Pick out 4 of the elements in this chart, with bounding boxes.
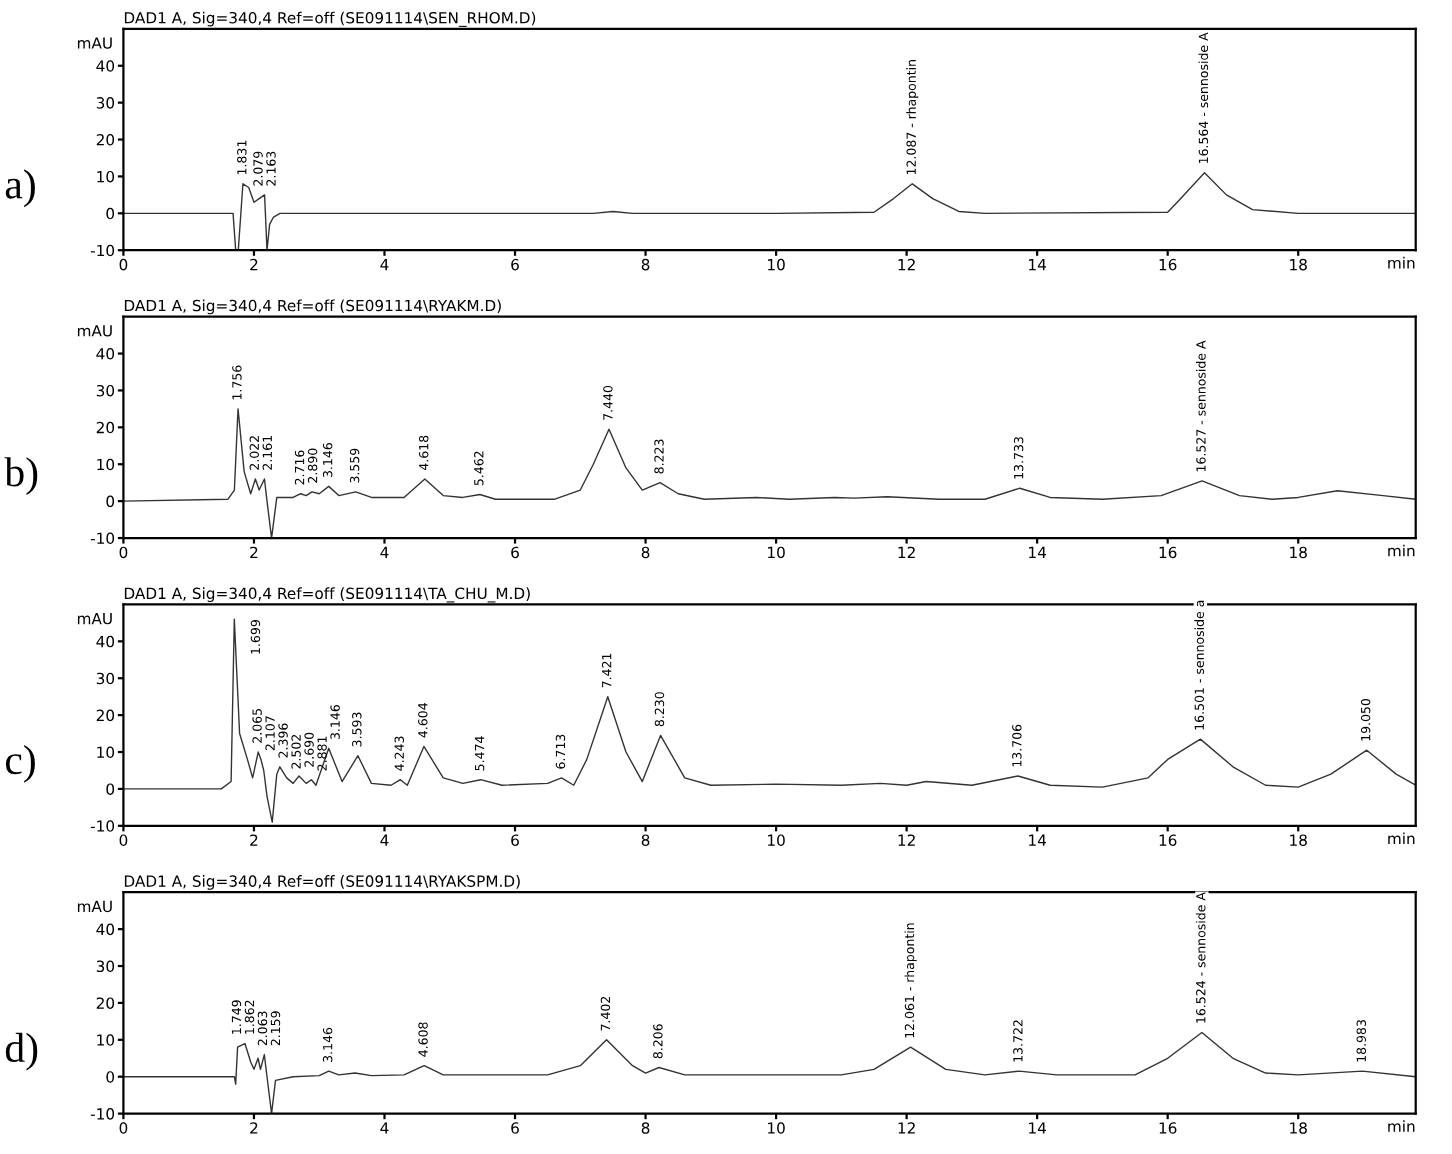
text: a) <box>5 169 35 208</box>
text: d) <box>5 1032 38 1071</box>
text: b) <box>4 457 38 495</box>
text: c) <box>5 744 35 783</box>
